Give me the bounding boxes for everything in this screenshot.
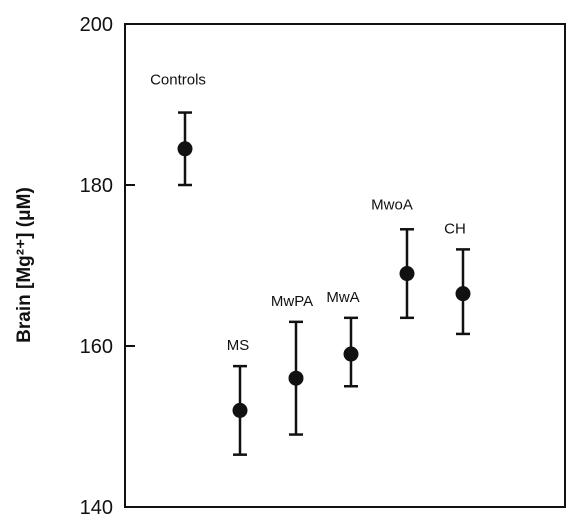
y-axis-ticks <box>125 23 135 508</box>
data-point-label: CH <box>444 220 466 237</box>
y-tick-label: 160 <box>80 336 113 358</box>
data-point-label: MwA <box>326 289 359 306</box>
data-point-label: MwPA <box>271 293 313 310</box>
y-axis-tick-labels: 140 160 180 200 <box>80 14 113 519</box>
y-axis-title: Brain [Mg²⁺] (μM) <box>14 187 35 343</box>
y-tick-label: 140 <box>80 497 113 519</box>
data-point-group: MwoA <box>371 196 415 320</box>
data-point-label: Controls <box>150 72 206 89</box>
data-point-label: MwoA <box>371 196 413 213</box>
data-series: Controls MS MwPA MwA MwoA CH <box>150 72 471 456</box>
y-tick-label: 180 <box>80 175 113 197</box>
data-point-group: MwPA <box>271 293 313 436</box>
data-point-group: Controls <box>150 72 206 187</box>
y-tick-label: 200 <box>80 14 113 36</box>
data-point-marker <box>343 346 359 362</box>
data-point-marker <box>455 286 471 302</box>
data-point-group: MS <box>227 337 250 456</box>
data-point-marker <box>288 370 304 386</box>
data-point-marker <box>399 266 415 282</box>
data-point-group: CH <box>444 220 471 336</box>
data-point-label: MS <box>227 337 250 354</box>
plot-area <box>124 23 566 508</box>
data-point-group: MwA <box>326 289 360 388</box>
data-point-marker <box>177 141 193 157</box>
data-point-marker <box>232 402 248 418</box>
